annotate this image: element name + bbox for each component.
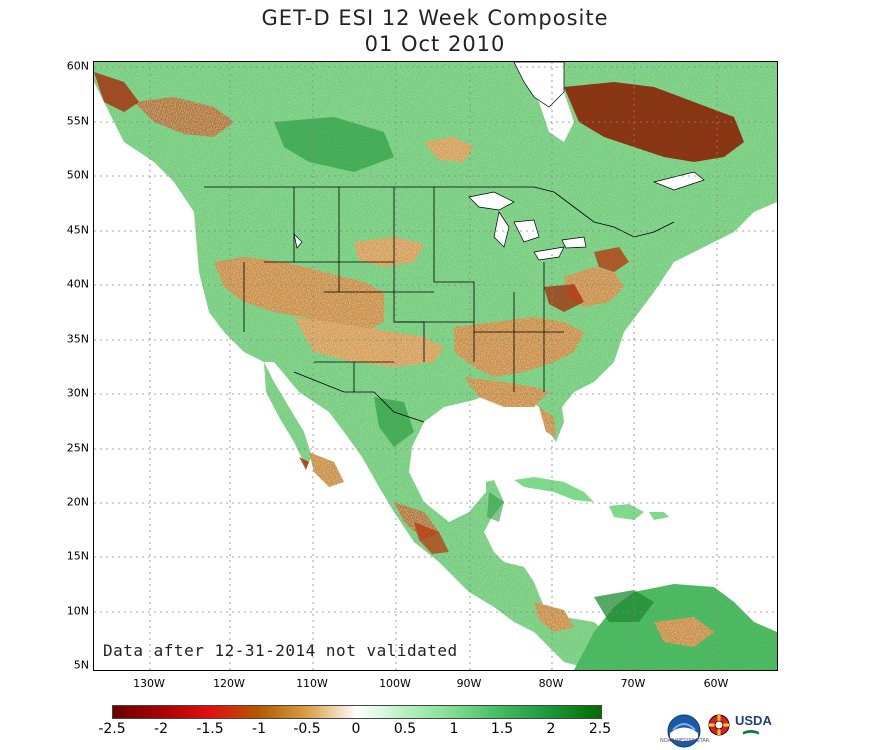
dry-areas xyxy=(134,97,714,647)
colorbar-label-m2-5: -2.5 xyxy=(98,721,126,737)
map-date: 01 Oct 2010 xyxy=(364,32,506,56)
lat-label-15n: 15N xyxy=(66,549,89,563)
colorbar-label-2: 2 xyxy=(546,721,556,737)
colorbar xyxy=(112,705,602,719)
lat-label-10n: 10N xyxy=(66,604,89,618)
validation-note: Data after 12-31-2014 not validated xyxy=(103,641,458,660)
colorbar-label-m1: -1 xyxy=(252,721,266,737)
caribbean-islands xyxy=(514,477,669,520)
lat-label-40n: 40N xyxy=(66,277,89,291)
lon-label-110w: 110W xyxy=(296,677,328,690)
lon-label-70w: 70W xyxy=(620,677,646,690)
noaa-subtitle: NOAA/NESDIS/STAR xyxy=(660,738,710,744)
wet-areas xyxy=(274,117,654,622)
lon-label-90w: 90W xyxy=(456,677,482,690)
colorbar-label-0: 0 xyxy=(351,721,361,737)
lat-label-5n: 5N xyxy=(73,658,89,672)
lon-label-100w: 100W xyxy=(379,677,411,690)
lon-label-120w: 120W xyxy=(213,677,245,690)
lon-label-130w: 130W xyxy=(133,677,165,690)
colorbar-label-m1-5: -1.5 xyxy=(196,721,224,737)
usda-logo-text: USDA xyxy=(735,713,772,728)
political-borders xyxy=(204,186,675,423)
esi-map xyxy=(93,61,778,671)
lakes xyxy=(293,62,705,261)
noaa-logo xyxy=(667,714,701,748)
colorbar-label-1-5: 1.5 xyxy=(490,721,514,737)
colorbar-label-m0-5: -0.5 xyxy=(293,721,321,737)
lat-label-20n: 20N xyxy=(66,495,89,509)
lat-label-30n: 30N xyxy=(66,386,89,400)
umd-logo xyxy=(708,714,730,736)
landmass-north-america xyxy=(94,62,777,670)
lat-label-60n: 60N xyxy=(66,59,89,73)
lat-label-25n: 25N xyxy=(66,441,89,455)
usda-logo xyxy=(743,730,759,735)
colorbar-label-1: 1 xyxy=(449,721,459,737)
colorbar-label-m2: -2 xyxy=(154,721,168,737)
lat-label-35n: 35N xyxy=(66,332,89,346)
colorbar-label-0-5: 0.5 xyxy=(393,721,417,737)
lat-label-50n: 50N xyxy=(66,168,89,182)
map-title: GET-D ESI 12 Week Composite xyxy=(261,6,609,30)
map-canvas xyxy=(94,62,777,670)
colorbar-label-2-5: 2.5 xyxy=(588,721,612,737)
lat-label-55n: 55N xyxy=(66,114,89,128)
lat-label-45n: 45N xyxy=(66,223,89,237)
lon-label-80w: 80W xyxy=(538,677,564,690)
lon-label-60w: 60W xyxy=(703,677,729,690)
